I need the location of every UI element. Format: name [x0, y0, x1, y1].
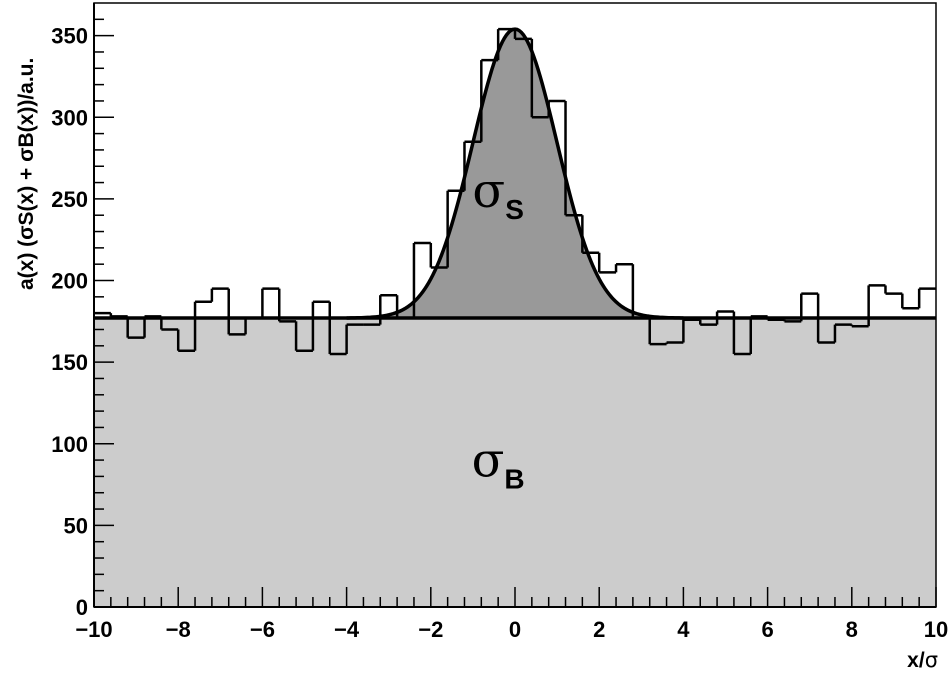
signal-region-label: σS: [472, 163, 523, 225]
background-region-label: σB: [472, 432, 525, 494]
x-tick-label: −2: [418, 617, 443, 642]
signal-region-subscript: S: [505, 194, 524, 225]
x-tick-label: −10: [75, 617, 112, 642]
x-tick-label: −8: [166, 617, 191, 642]
y-tick-label: 300: [51, 105, 88, 130]
x-tick-label: 6: [761, 617, 773, 642]
y-tick-label: 50: [64, 513, 88, 538]
background-region-subscript: B: [504, 463, 524, 494]
y-tick-label: 350: [51, 24, 88, 49]
signal-fill: [346, 29, 684, 319]
y-tick-label: 250: [51, 187, 88, 212]
x-axis-title-symbol: σ: [925, 648, 938, 672]
signal-fit-curve: [346, 27, 684, 320]
x-tick-label: −6: [250, 617, 275, 642]
x-axis-title: x/σ: [907, 648, 938, 672]
y-tick-label: 0: [76, 595, 88, 620]
y-axis-title: a(x) (σS(x) + σB(x))/a.u.: [15, 58, 38, 290]
y-tick-label: 100: [51, 432, 88, 457]
x-tick-label: 0: [509, 617, 521, 642]
x-tick-label: 2: [593, 617, 605, 642]
x-tick-label: 8: [846, 617, 858, 642]
background-fill: [94, 318, 936, 607]
x-tick-label: 10: [924, 617, 948, 642]
signal-region-symbol: σ: [472, 163, 505, 219]
x-tick-label: 4: [677, 617, 690, 642]
y-tick-label: 200: [51, 269, 88, 294]
y-tick-label: 150: [51, 350, 88, 375]
x-axis-title-main: x/: [907, 649, 925, 672]
background-region-symbol: σ: [472, 432, 505, 488]
x-tick-label: −4: [334, 617, 360, 642]
